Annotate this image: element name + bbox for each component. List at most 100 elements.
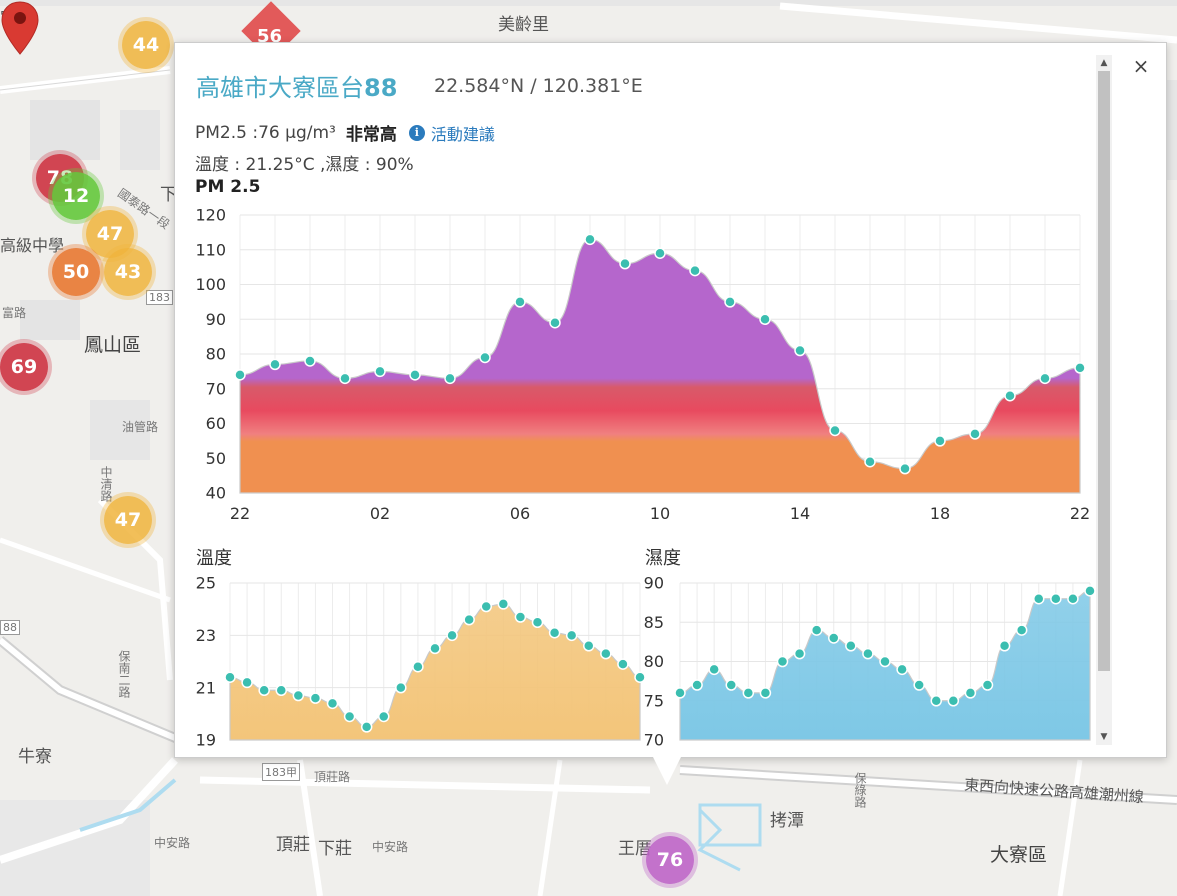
data-point[interactable] — [395, 681, 407, 694]
y-tick-label: 23 — [196, 626, 216, 645]
data-point[interactable] — [1033, 592, 1045, 605]
data-point[interactable] — [1015, 624, 1028, 636]
data-point[interactable] — [1039, 372, 1051, 385]
data-point[interactable] — [339, 372, 351, 385]
aqi-marker[interactable]: 43 — [104, 248, 152, 296]
data-point[interactable] — [899, 462, 911, 475]
data-point[interactable] — [998, 640, 1011, 652]
activity-advice-link[interactable]: 活動建議 — [430, 124, 495, 144]
data-point[interactable] — [969, 428, 981, 440]
aqi-marker[interactable]: 50 — [52, 248, 100, 296]
y-tick-label: 120 — [195, 206, 226, 225]
data-point[interactable] — [913, 679, 925, 691]
data-point[interactable] — [759, 687, 772, 699]
aqi-marker[interactable]: 44 — [122, 21, 170, 69]
close-icon[interactable]: × — [1132, 54, 1150, 78]
data-point[interactable] — [708, 663, 720, 676]
data-point[interactable] — [374, 365, 386, 378]
data-point[interactable] — [742, 687, 755, 699]
data-point[interactable] — [674, 687, 686, 699]
data-point[interactable] — [446, 629, 458, 642]
data-point[interactable] — [583, 640, 595, 652]
data-point[interactable] — [275, 684, 287, 697]
data-point[interactable] — [269, 358, 281, 371]
route-88-shield: 88 — [0, 620, 20, 635]
info-icon[interactable]: i — [408, 124, 425, 141]
location-pin-icon[interactable] — [0, 0, 40, 56]
data-point[interactable] — [724, 296, 736, 308]
data-point[interactable] — [241, 676, 253, 689]
data-point[interactable] — [964, 687, 977, 699]
data-point[interactable] — [343, 710, 356, 723]
data-point[interactable] — [634, 671, 646, 683]
data-point[interactable] — [409, 369, 421, 381]
data-point[interactable] — [793, 647, 806, 660]
station-coordinates: 22.584°N / 120.381°E — [434, 75, 643, 97]
y-tick-label: 70 — [644, 731, 664, 750]
data-point[interactable] — [934, 435, 946, 447]
data-point[interactable] — [480, 600, 492, 613]
data-point[interactable] — [879, 655, 891, 668]
aqi-marker-selected[interactable]: 76 — [646, 836, 694, 884]
data-point[interactable] — [619, 257, 631, 270]
data-point[interactable] — [759, 313, 771, 325]
data-point[interactable] — [947, 695, 960, 707]
data-point[interactable] — [617, 658, 629, 670]
data-point[interactable] — [794, 344, 806, 357]
data-point[interactable] — [1067, 592, 1079, 605]
data-point[interactable] — [1004, 389, 1016, 402]
data-point[interactable] — [691, 679, 703, 691]
data-point[interactable] — [1074, 362, 1086, 374]
map-label-senior-high: 高級中學 — [0, 236, 65, 255]
data-point[interactable] — [776, 655, 789, 668]
data-point[interactable] — [845, 640, 857, 652]
data-point[interactable] — [829, 424, 841, 437]
y-tick-label: 25 — [196, 574, 216, 593]
data-point[interactable] — [497, 598, 510, 610]
y-tick-label: 75 — [644, 691, 664, 710]
data-point[interactable] — [309, 692, 322, 704]
data-point[interactable] — [429, 642, 441, 655]
data-point[interactable] — [689, 264, 701, 277]
aqi-marker[interactable]: 47 — [104, 496, 152, 544]
data-point[interactable] — [304, 355, 316, 367]
scroll-up-arrow-icon[interactable]: ▲ — [1100, 58, 1108, 68]
data-point[interactable] — [412, 660, 424, 673]
data-point[interactable] — [292, 689, 305, 702]
data-point[interactable] — [514, 611, 527, 623]
data-point[interactable] — [930, 695, 942, 707]
data-point[interactable] — [862, 647, 874, 660]
data-point[interactable] — [326, 697, 339, 710]
data-point[interactable] — [600, 647, 612, 660]
data-point[interactable] — [360, 721, 373, 733]
data-point[interactable] — [654, 247, 666, 259]
data-point[interactable] — [584, 233, 596, 246]
data-point[interactable] — [548, 626, 561, 639]
data-point[interactable] — [828, 632, 840, 644]
data-point[interactable] — [378, 710, 390, 723]
data-point[interactable] — [1050, 592, 1062, 605]
data-point[interactable] — [514, 296, 526, 308]
aqi-marker[interactable]: 69 — [0, 343, 48, 391]
data-point[interactable] — [258, 684, 270, 697]
data-point[interactable] — [444, 372, 456, 385]
data-point[interactable] — [981, 679, 994, 691]
data-point[interactable] — [479, 351, 491, 364]
data-point[interactable] — [224, 671, 236, 683]
data-point[interactable] — [531, 616, 544, 628]
scrollbar-thumb[interactable] — [1098, 71, 1110, 671]
scroll-down-arrow-icon[interactable]: ▼ — [1100, 732, 1108, 742]
x-tick-label: 10 — [650, 504, 670, 523]
map-label-zhongan-2: 中安路 — [372, 840, 409, 854]
data-point[interactable] — [565, 629, 578, 642]
data-point[interactable] — [810, 624, 823, 636]
data-point[interactable] — [463, 613, 475, 626]
data-point[interactable] — [1084, 585, 1096, 597]
data-point[interactable] — [725, 679, 737, 691]
map-label-xiazhuang: 下莊 — [318, 839, 352, 859]
data-point[interactable] — [234, 369, 246, 381]
data-point[interactable] — [549, 316, 561, 329]
data-point[interactable] — [864, 455, 876, 468]
data-point[interactable] — [896, 663, 908, 676]
aqi-marker[interactable]: 12 — [52, 172, 100, 220]
